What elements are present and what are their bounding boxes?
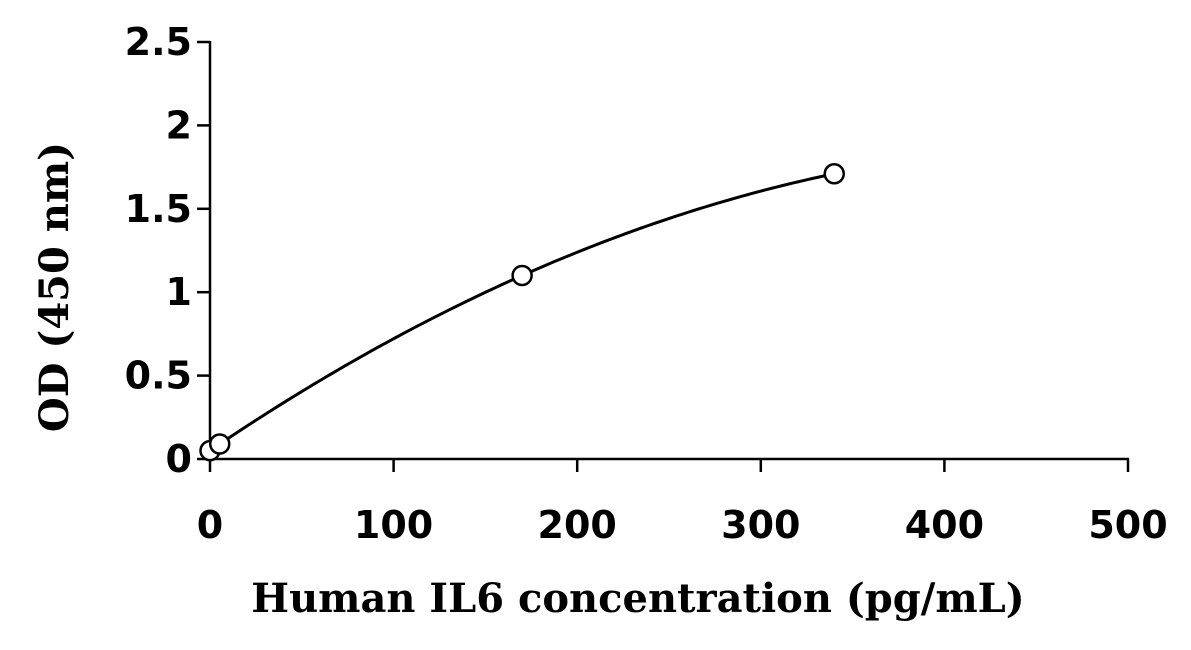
y-tick-label: 0.5	[125, 354, 192, 398]
data-points-layer	[199, 163, 845, 462]
data-point	[823, 163, 845, 185]
y-axis-title: OD (450 nm)	[31, 142, 78, 432]
y-tick-label: 1.5	[125, 187, 192, 231]
y-tick-label: 2.5	[125, 20, 192, 64]
fit-curve	[209, 172, 835, 452]
fit-curve-layer	[209, 172, 835, 452]
y-tick-label: 2	[166, 103, 192, 147]
axes: 0 0.5 1 1.5 2 2.5 0 100 200 300 400 500	[125, 20, 1168, 547]
y-tick-label: 0	[166, 437, 192, 481]
x-tick-label: 100	[354, 503, 433, 547]
x-tick-label: 400	[905, 503, 984, 547]
data-point	[208, 433, 231, 455]
x-tick-label: 0	[197, 503, 223, 547]
data-point	[511, 264, 533, 287]
x-tick-label: 200	[538, 503, 617, 547]
x-axis-title: Human IL6 concentration (pg/mL)	[251, 575, 1024, 622]
x-tick-label: 300	[721, 503, 800, 547]
y-tick-label: 1	[166, 270, 192, 314]
x-tick-label: 500	[1088, 503, 1167, 547]
